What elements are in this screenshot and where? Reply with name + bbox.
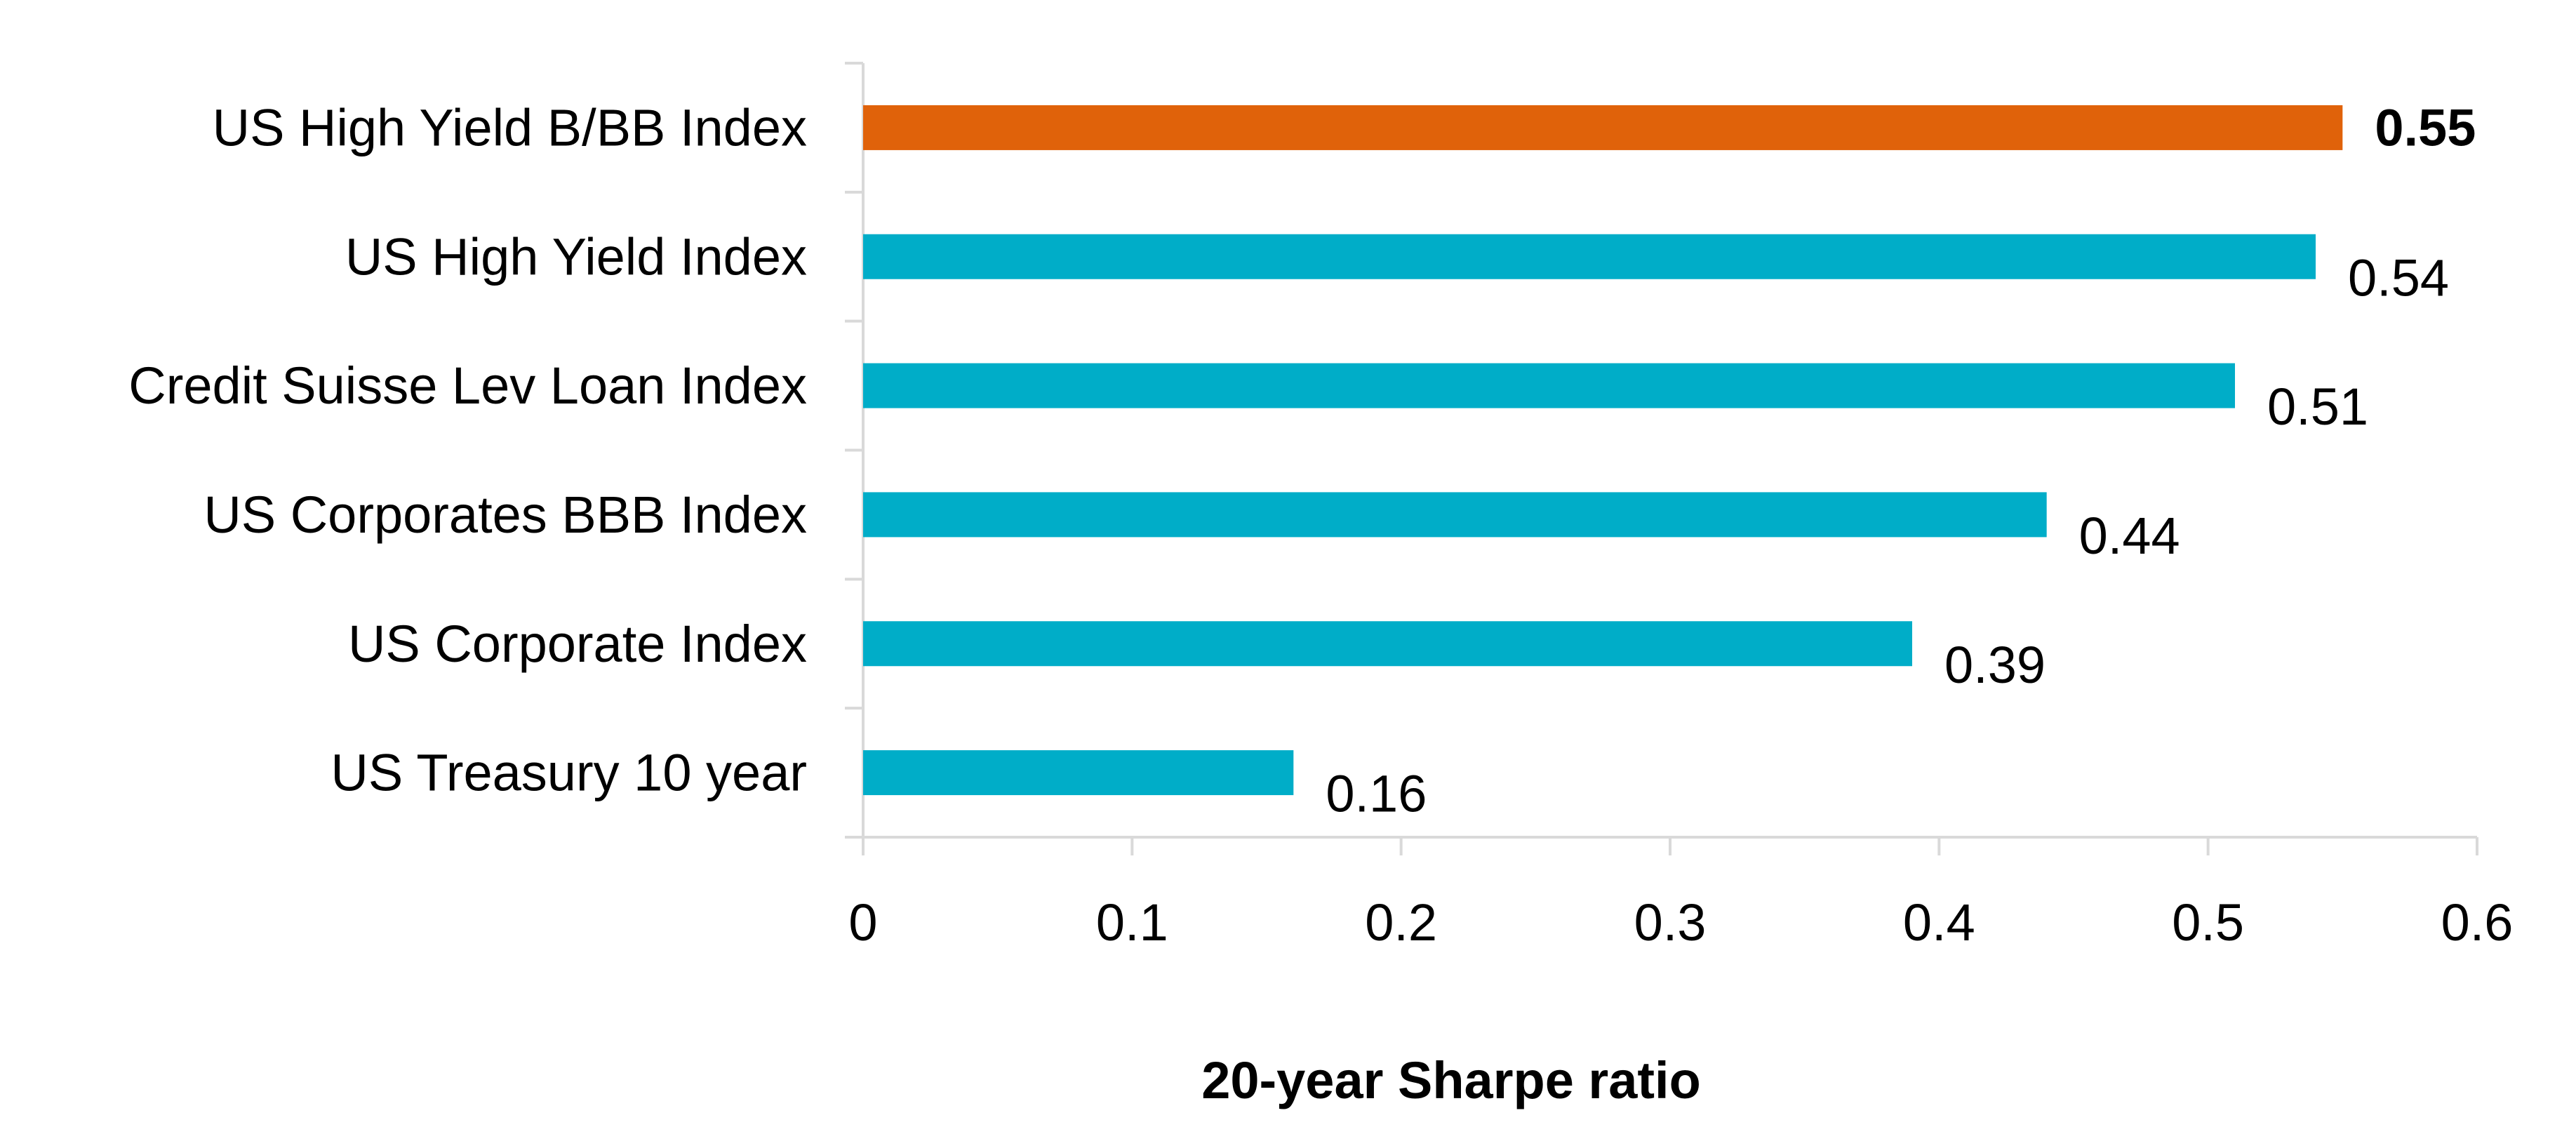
x-tick-label: 0.4 (1903, 893, 1975, 952)
category-label: US High Yield B/BB Index (213, 98, 807, 156)
bar (863, 234, 2316, 279)
category-label: Credit Suisse Lev Loan Index (128, 356, 807, 415)
axes-layer: 0 0.1 0.2 0.3 0.4 0.5 0.6 (845, 62, 2514, 952)
x-tick-label: 0 (848, 893, 877, 952)
value-label: 0.54 (2348, 248, 2449, 307)
value-label: 0.16 (1326, 765, 1427, 823)
x-axis-title: 20-year Sharpe ratio (1201, 1051, 1701, 1109)
labels-layer: US High Yield B/BB Index 0.55 US High Yiel… (128, 98, 2476, 822)
value-label: 0.44 (2079, 507, 2180, 565)
value-label: 0.55 (2375, 98, 2476, 156)
x-tick-label: 0.5 (2172, 893, 2244, 952)
bar (863, 750, 1294, 796)
category-label: US Corporates BBB Index (203, 486, 807, 544)
x-tick-label: 0.2 (1365, 893, 1437, 952)
category-label: US Corporate Index (348, 615, 807, 673)
x-tick-label: 0.3 (1634, 893, 1707, 952)
bar (863, 621, 1912, 667)
category-label: US Treasury 10 year (331, 744, 807, 802)
value-label: 0.39 (1944, 636, 2046, 694)
category-label: US High Yield Index (345, 227, 807, 286)
bar (863, 492, 2047, 538)
bar-highlight (863, 105, 2343, 150)
x-tick-label: 0.1 (1096, 893, 1168, 952)
bar (863, 363, 2235, 408)
value-label: 0.51 (2267, 378, 2368, 436)
x-tick-label: 0.6 (2441, 893, 2514, 952)
bars-layer (863, 105, 2343, 796)
